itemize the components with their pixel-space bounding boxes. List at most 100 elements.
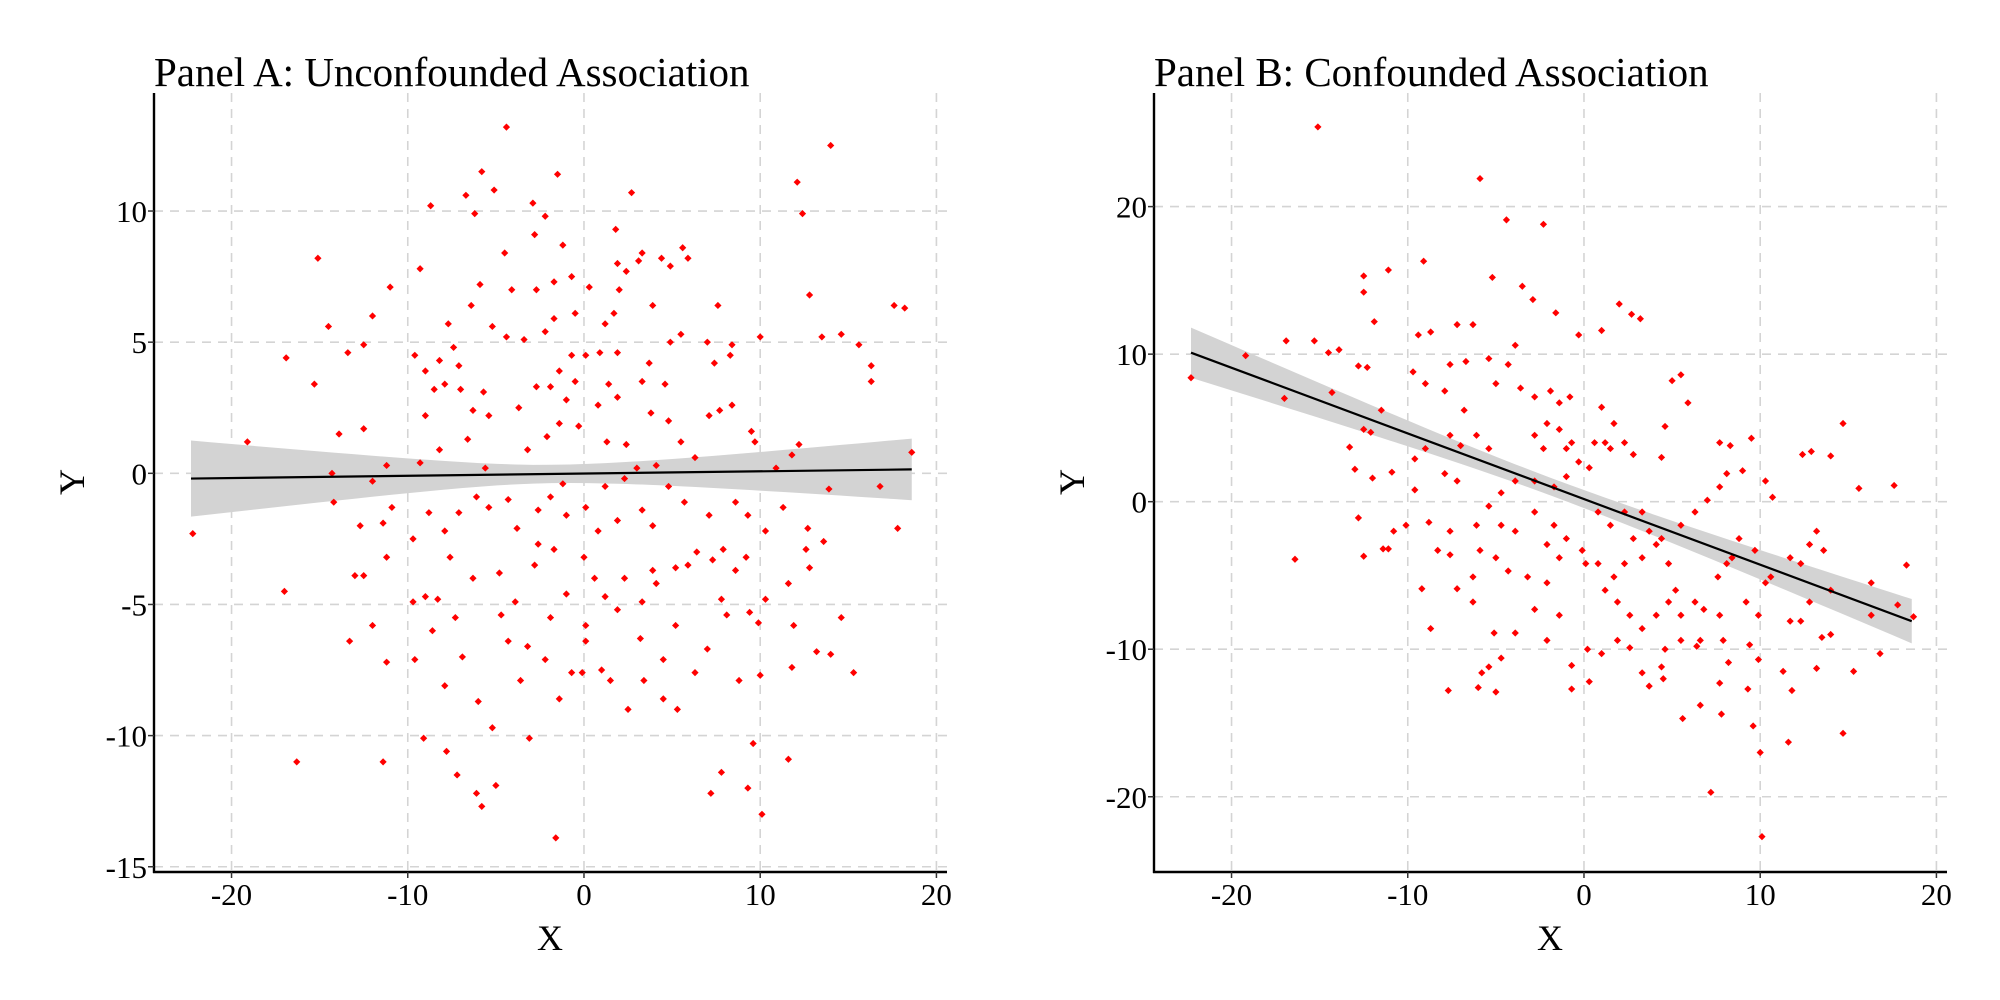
panel-b-data-point (1360, 272, 1368, 280)
panel-a-data-point (798, 210, 807, 218)
panel-a-data-point (356, 522, 364, 530)
panel-a-data-point (472, 789, 481, 797)
panel-b-data-point (1492, 380, 1500, 388)
panel-b-data-point (1550, 521, 1558, 529)
panel-a-data-point (666, 262, 674, 270)
panel-a-data-point (610, 309, 618, 317)
panel-b-data-point (1601, 586, 1609, 594)
panel-b-data-point (1601, 439, 1609, 447)
panel-b-data-point (1726, 442, 1734, 450)
panel-b-confidence-band (1191, 327, 1912, 644)
panel-a-data-point (605, 380, 613, 388)
panel-b-data-point (1490, 629, 1498, 637)
panel-b-data-point (1328, 388, 1336, 397)
panel-b-data-point (1511, 341, 1519, 349)
panel-b-data-point (1839, 729, 1847, 737)
panel-b-data-point (1476, 174, 1484, 183)
panel-b-data-point (1627, 310, 1636, 318)
panel-a-data-point (523, 642, 532, 651)
panel-a-confidence-band (191, 438, 912, 517)
panel-b-data-point (1629, 450, 1637, 459)
panel-b-data-point (1453, 585, 1461, 593)
panel-b-data-point (1425, 518, 1433, 526)
panel-a-data-point (485, 503, 493, 512)
panel-b-data-point (1758, 832, 1766, 841)
panel-a-x-tick-label: -10 (387, 877, 428, 912)
panel-a-data-point (890, 301, 898, 310)
panel-a-data-point (485, 412, 493, 420)
panel-b-data-point (1805, 540, 1814, 549)
panel-a-data-point (550, 278, 558, 286)
panel-a-data-point (714, 301, 722, 310)
panel-a-data-point (532, 286, 541, 294)
panel-b-y-tick-label: 20 (1116, 190, 1147, 225)
panel-b-data-point (1363, 363, 1371, 372)
panel-a-data-point (531, 561, 539, 569)
panel-a-data-point (894, 524, 902, 533)
panel-a-data-point (825, 485, 833, 493)
panel-b-data-point (1418, 585, 1426, 593)
panel-a-data-point (543, 432, 551, 441)
panel-a-data-point (330, 498, 338, 506)
panel-a-data-point (455, 362, 463, 370)
panel-b-data-point (1360, 552, 1368, 560)
panel-a-data-point (638, 377, 646, 386)
panel-a-data-point (677, 330, 685, 338)
panel-a-data-point (606, 676, 615, 685)
panel-a-data-point (434, 595, 442, 603)
panel-b-data-point (1716, 611, 1724, 619)
panel-a-data-point (388, 503, 396, 512)
panel-a-data-point (550, 314, 558, 323)
panel-b-data-point (1645, 527, 1653, 535)
panel-b-data-point (1717, 710, 1726, 718)
panel-b-data-point (1598, 403, 1606, 411)
panel-a-data-point (659, 655, 667, 664)
panel-b-data-point (1784, 738, 1792, 746)
panel-b-data-point (1839, 419, 1847, 428)
panel-a-data-point (649, 301, 657, 310)
panel-a-data-point (386, 283, 394, 291)
panel-a-data-point (664, 482, 673, 491)
panel-a-data-point (659, 695, 667, 703)
panel-b-data-point (1370, 318, 1378, 326)
panel-b-data-point (1585, 678, 1593, 686)
panel-b-data-point (1568, 439, 1576, 447)
panel-b-data-point (1615, 300, 1623, 308)
panel-a-data-point (747, 427, 755, 435)
panel-a-data-point (435, 446, 444, 454)
panel-a-data-point (613, 349, 622, 357)
panel-b-data-point (1390, 527, 1398, 535)
panel-a-data-point (867, 362, 875, 370)
panel-a-data-point (441, 527, 449, 535)
panel-b-data-point (1543, 579, 1551, 587)
panel-a-data-point (624, 705, 632, 713)
panel-b-x-tick-label: 10 (1745, 877, 1776, 912)
panel-a-data-point (649, 566, 657, 574)
panel-a-data-point (409, 535, 417, 543)
panel-a-data-point (532, 383, 541, 391)
panel-a-data-point (705, 412, 713, 420)
panel-b-data-point (1523, 573, 1532, 581)
panel-b-data-point (1812, 527, 1821, 535)
panel-a-data-point (728, 341, 736, 349)
panel-a-data-point (513, 524, 521, 533)
panel-a-data-point (638, 249, 646, 257)
panel-a-data-point (784, 579, 792, 588)
panel-b-data-point (1768, 493, 1777, 501)
panel-a-data-point (546, 493, 555, 501)
panel-a-data-point (368, 477, 377, 485)
panel-a: Panel A: Unconfounded Association X Y -2… (52, 49, 952, 958)
panel-a-data-point (638, 598, 646, 606)
panel-b-data-point (1723, 560, 1731, 568)
panel-a-data-point (441, 380, 449, 388)
panel-a-data-point (478, 802, 486, 811)
panel-b-data-point (1693, 642, 1701, 650)
panel-a-data-point (508, 286, 516, 294)
panel-a-data-point (627, 189, 636, 197)
panel-a-data-point (756, 333, 764, 341)
panel-a-data-point (442, 747, 451, 755)
panel-a-data-point (427, 202, 435, 210)
panel-a-data-point (633, 464, 641, 472)
panel-a-data-point (462, 191, 470, 199)
panel-b-data-point (1606, 521, 1615, 529)
